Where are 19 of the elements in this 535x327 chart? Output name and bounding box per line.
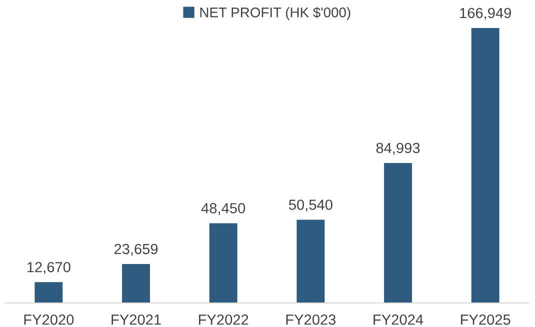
bar bbox=[296, 220, 325, 303]
bar bbox=[471, 28, 500, 303]
x-tick-label: FY2024 bbox=[374, 314, 424, 325]
x-tick-label: FY2022 bbox=[198, 314, 248, 325]
data-label: 166,949 bbox=[460, 8, 511, 20]
data-label: 23,659 bbox=[114, 244, 158, 256]
x-tick-label: FY2020 bbox=[24, 314, 74, 325]
x-tick-label: FY2023 bbox=[286, 314, 336, 325]
legend-label: NET PROFIT (HK $'000) bbox=[200, 6, 350, 20]
bar bbox=[122, 264, 150, 303]
data-label: 50,540 bbox=[288, 200, 332, 212]
x-tick-label: FY2025 bbox=[460, 314, 510, 325]
bar bbox=[209, 223, 238, 303]
bar bbox=[384, 163, 412, 303]
data-label: 12,670 bbox=[27, 262, 70, 274]
data-label: 84,993 bbox=[376, 142, 420, 155]
x-tick-label: FY2021 bbox=[112, 314, 161, 325]
data-label: 48,450 bbox=[201, 203, 246, 216]
bar bbox=[34, 282, 63, 303]
